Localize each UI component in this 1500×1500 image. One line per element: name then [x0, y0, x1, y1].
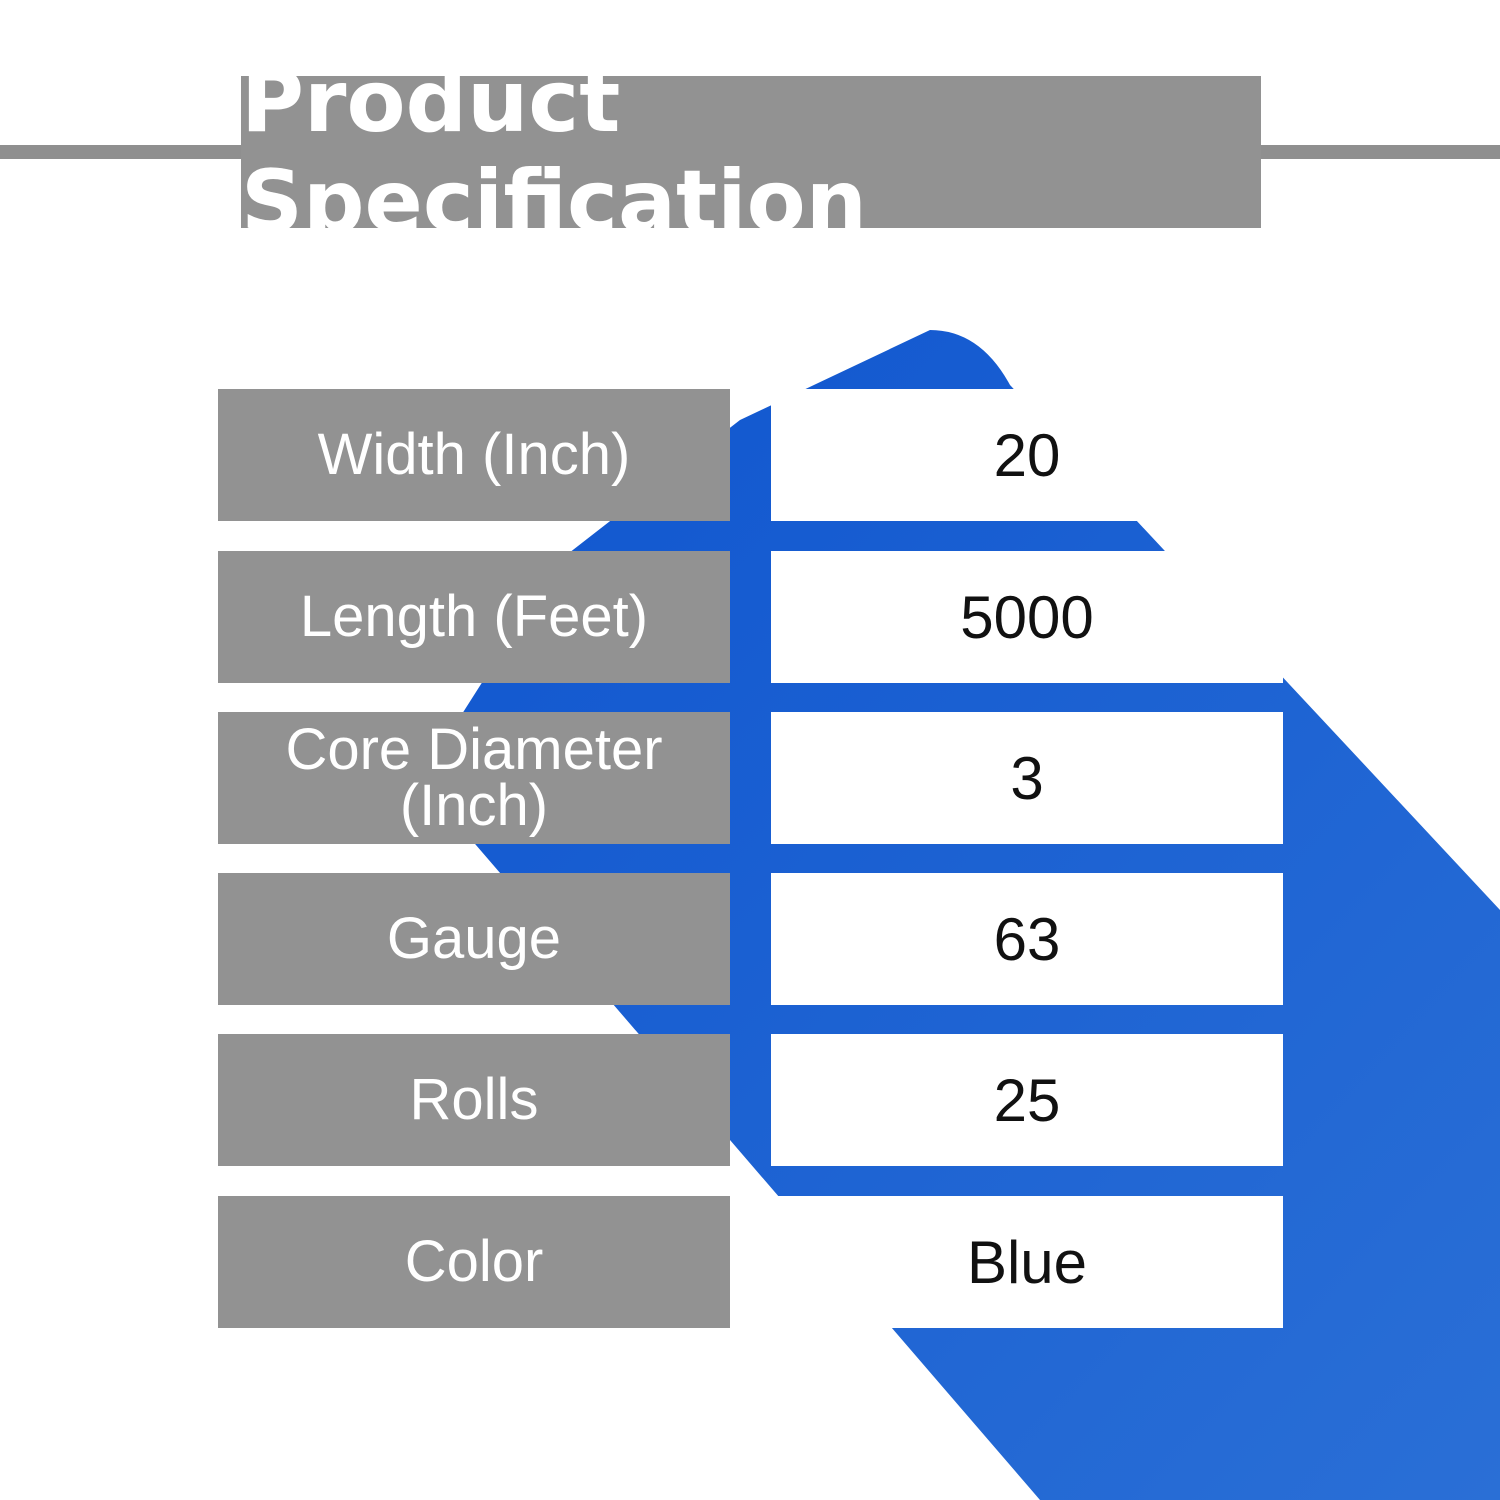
spec-label: Rolls	[218, 1034, 730, 1166]
spec-value: 25	[771, 1034, 1283, 1166]
spec-row-gauge: Gauge 63	[218, 873, 1283, 1005]
spec-value: Blue	[771, 1196, 1283, 1328]
spec-label: Width (Inch)	[218, 389, 730, 521]
spec-value: 3	[771, 712, 1283, 844]
spec-row-core-diameter: Core Diameter (Inch) 3	[218, 712, 1283, 844]
page-title: Product Specification	[241, 52, 1261, 252]
spec-label: Gauge	[218, 873, 730, 1005]
spec-value: 20	[771, 389, 1283, 521]
title-rule-left	[0, 145, 241, 159]
spec-label: Length (Feet)	[218, 551, 730, 683]
spec-row-length: Length (Feet) 5000	[218, 551, 1283, 683]
spec-label: Core Diameter (Inch)	[218, 712, 730, 844]
spec-value: 5000	[771, 551, 1283, 683]
spec-value: 63	[771, 873, 1283, 1005]
title-rule-right	[1261, 145, 1500, 159]
spec-row-width: Width (Inch) 20	[218, 389, 1283, 521]
spec-row-color: Color Blue	[218, 1196, 1283, 1328]
spec-row-rolls: Rolls 25	[218, 1034, 1283, 1166]
spec-label: Color	[218, 1196, 730, 1328]
